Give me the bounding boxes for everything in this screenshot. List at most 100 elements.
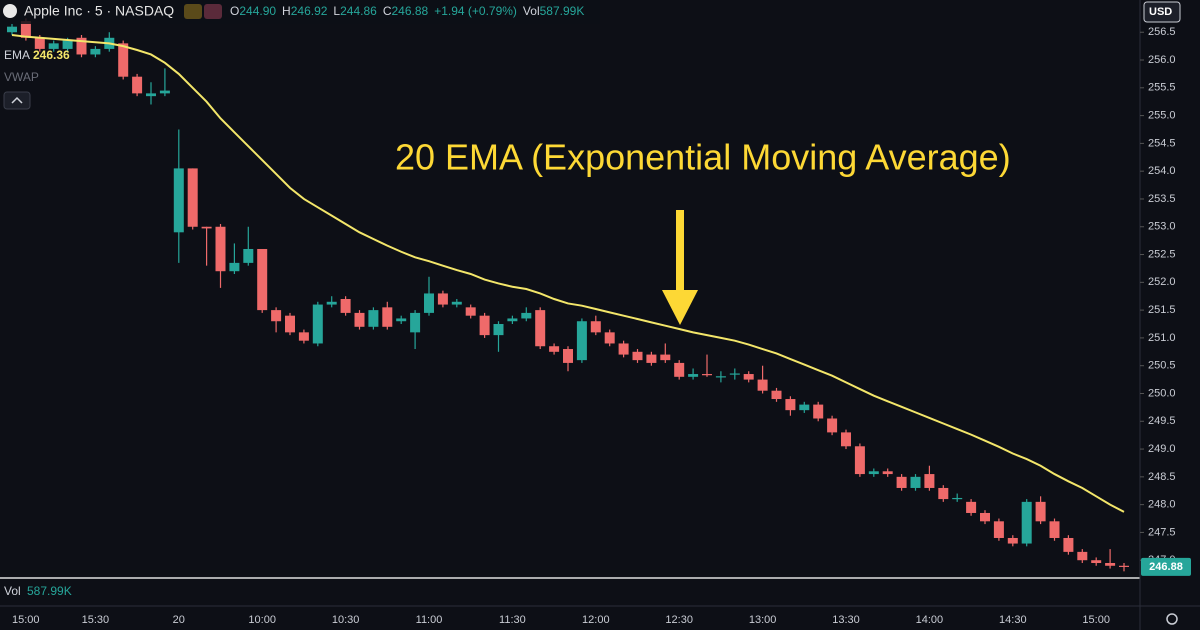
candle-body <box>298 332 309 341</box>
candle-body <box>1091 560 1102 563</box>
legend-name: EMA <box>4 48 30 62</box>
change: +1.94 (+0.79%) <box>434 4 517 18</box>
ohlc-key: L <box>333 4 340 18</box>
x-tick-label: 14:30 <box>999 614 1027 626</box>
candle-body <box>312 304 323 344</box>
ohlc-value: 246.92 <box>291 4 328 18</box>
candle-body <box>1035 501 1046 522</box>
icon <box>184 4 202 19</box>
last-price-label: 246.88 <box>1149 561 1183 573</box>
candle-body <box>896 476 907 488</box>
x-tick-label: 13:30 <box>832 614 860 626</box>
indicator: VWAP <box>4 70 39 84</box>
volume-value: 587.99K <box>27 584 72 598</box>
y-tick-label: 249.0 <box>1148 443 1176 455</box>
candle-body <box>910 476 921 488</box>
candle-body <box>993 521 1004 538</box>
y-tick-label: 255.5 <box>1148 82 1176 94</box>
candle-body <box>396 318 407 322</box>
y-tick-label: 252.5 <box>1148 248 1176 260</box>
candle-body <box>688 374 699 377</box>
arrow-shaft <box>676 210 684 290</box>
candle-body <box>173 168 184 233</box>
candle-body <box>368 310 379 327</box>
logo <box>3 4 17 18</box>
candle-body <box>576 321 587 361</box>
chevron <box>11 96 23 104</box>
header-bg <box>0 0 600 24</box>
y-tick-label: 256.5 <box>1148 26 1176 38</box>
candle-body <box>827 418 838 433</box>
candle-body <box>743 374 754 380</box>
candle-body <box>924 474 935 488</box>
candle-body <box>1077 551 1088 561</box>
x-tick-label: 11:00 <box>416 614 443 626</box>
candle-body <box>674 362 685 377</box>
x-tick-label: 13:00 <box>749 614 777 626</box>
x-tick-label: 20 <box>173 614 185 626</box>
candle-body <box>271 310 282 322</box>
x-tick-label: 14:00 <box>916 614 944 626</box>
candle-body <box>132 76 143 94</box>
settings-icon[interactable] <box>1166 613 1178 625</box>
y-tick-label: 254.0 <box>1148 165 1176 177</box>
ohlc-key: H <box>282 4 291 18</box>
candle-body <box>215 226 226 272</box>
candle-body <box>604 332 615 344</box>
y-tick-label: 253.5 <box>1148 193 1176 205</box>
candle-body <box>382 307 393 327</box>
plot-area <box>7 18 1129 572</box>
candle-body <box>340 299 351 313</box>
y-tick-label: 251.5 <box>1148 304 1176 316</box>
candle-body <box>201 226 212 229</box>
y-tick-label: 248.0 <box>1148 499 1176 511</box>
collapse-button[interactable] <box>3 91 31 110</box>
candle-body <box>521 312 532 319</box>
candle-body <box>354 312 365 327</box>
candle-body <box>146 93 156 97</box>
ohlc-legend: O244.90 H246.92 L244.86 C246.88 +1.94 (+0.79… <box>230 4 584 18</box>
candle-body <box>285 315 295 333</box>
candle-body <box>507 318 518 322</box>
arrow-head <box>662 290 698 325</box>
candle-body <box>868 471 879 475</box>
candle-body <box>479 315 490 336</box>
candle-body <box>757 379 768 391</box>
ohlc-key: C <box>383 4 392 18</box>
x-tick-label: 11:30 <box>499 614 526 626</box>
candle-body <box>90 48 101 55</box>
candle-body <box>549 346 560 352</box>
candle-body <box>646 354 657 363</box>
y-tick-label: 247.5 <box>1148 526 1176 538</box>
candle-body <box>437 293 448 305</box>
y-tick-label: 250.0 <box>1148 387 1176 399</box>
legend-value: 246.36 <box>33 48 70 62</box>
candle-body <box>1007 537 1018 544</box>
symbol: Apple Inc · 5 · NASDAQ <box>24 3 174 19</box>
x-tick-label: 10:00 <box>248 614 276 626</box>
candle-body <box>618 343 629 355</box>
candle-body <box>771 390 782 400</box>
last-price-box <box>1141 557 1191 576</box>
ohlc-value: 246.88 <box>391 4 428 18</box>
ohlc-value: 244.86 <box>340 4 377 18</box>
candle-body <box>48 43 59 49</box>
candle-body <box>451 301 462 305</box>
vol-value: 587.99K <box>540 4 585 18</box>
candle-body <box>660 354 671 361</box>
candle-body <box>465 307 476 316</box>
candle-body <box>1021 501 1032 544</box>
candle-body <box>1119 565 1129 567</box>
candle-body <box>1063 537 1074 552</box>
volume-label: Vol <box>4 584 21 598</box>
candle-body <box>62 40 73 49</box>
y-tick-label: 249.5 <box>1148 415 1176 427</box>
candle-body <box>34 37 45 49</box>
x-tick-label: 12:00 <box>582 614 610 626</box>
currency-box[interactable] <box>1143 1 1181 23</box>
candle-body <box>76 37 87 55</box>
candle-body <box>799 404 810 411</box>
y-tick-label: 255.0 <box>1148 110 1176 122</box>
